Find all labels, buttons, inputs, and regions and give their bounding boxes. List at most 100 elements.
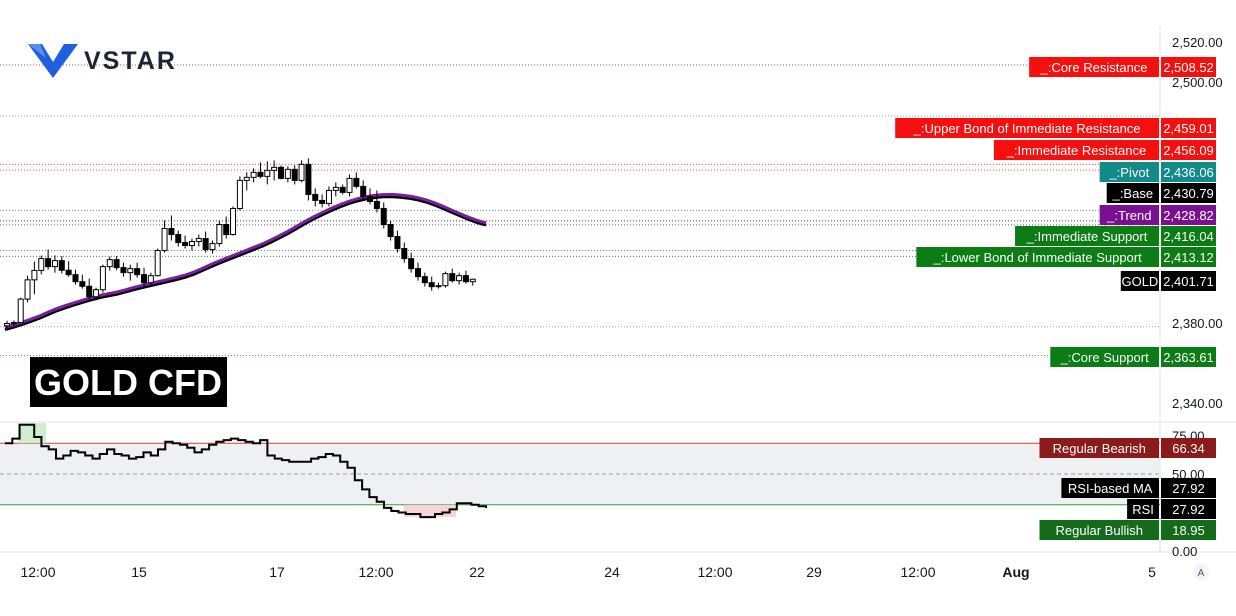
candle-body	[209, 243, 216, 251]
rsi-label: RSI	[1132, 502, 1154, 517]
candle-body	[17, 298, 24, 324]
rsi-label-box	[1061, 478, 1159, 498]
candle-body	[72, 274, 79, 283]
auto-scale-button[interactable]: A	[1193, 564, 1209, 580]
candle-body	[58, 260, 65, 271]
rsi-band	[0, 443, 1160, 505]
level-label-box	[1120, 271, 1159, 291]
logo-mark-cutout	[42, 44, 64, 62]
candle-body	[387, 224, 394, 238]
price-tick-label: 2,520.00	[1172, 35, 1223, 50]
logo-mark-left	[28, 44, 46, 58]
candle-body	[45, 258, 52, 268]
candle-body	[24, 279, 31, 300]
time-tick-label: 12:00	[900, 564, 935, 580]
time-tick-label: 22	[469, 564, 485, 580]
candle-body	[353, 177, 360, 187]
candle-body	[449, 273, 456, 282]
candle-body	[31, 269, 38, 281]
candle-body	[332, 186, 339, 191]
moving-averages	[4, 192, 487, 332]
candle-body	[120, 267, 127, 274]
time-tick-label: 12:00	[20, 564, 55, 580]
rsi-label-box	[1039, 520, 1159, 540]
candles	[4, 158, 476, 329]
candle-body	[346, 177, 353, 193]
level-label: _:Core Support	[1060, 350, 1150, 365]
candle-body	[469, 278, 476, 283]
candle-body	[161, 228, 168, 252]
candle-body	[271, 166, 278, 171]
rsi-value: 27.92	[1172, 481, 1205, 496]
time-tick-label: 12:00	[697, 564, 732, 580]
ma-line-black	[4, 195, 487, 332]
candle-body	[442, 273, 449, 287]
rsi-value: 66.34	[1172, 441, 1205, 456]
rsi-oversold-fill	[404, 504, 456, 518]
candle-body	[127, 268, 134, 274]
candle-body	[195, 238, 202, 243]
candle-body	[435, 285, 442, 288]
candle-body	[175, 234, 182, 244]
candle-body	[243, 176, 250, 181]
level-value-box	[1161, 162, 1216, 182]
candle-body	[147, 275, 154, 284]
candle-body	[394, 236, 401, 250]
level-value: 2,430.79	[1163, 186, 1214, 201]
candle-body	[236, 179, 243, 209]
candle-body	[223, 224, 230, 236]
rsi-label: Regular Bearish	[1053, 441, 1146, 456]
candle-body	[373, 200, 380, 209]
candle-body	[65, 269, 72, 276]
level-value: 2,416.04	[1163, 229, 1214, 244]
candle-body	[462, 275, 469, 283]
symbol-badge-label: GOLD CFD	[34, 362, 222, 403]
candle-body	[428, 282, 435, 288]
price-axis: 2,520.00 2,500.00 2,380.00 2,340.00	[1172, 35, 1223, 411]
rsi-badges: 66.34 Regular Bearish 27.92 RSI-based MA 27.…	[1039, 438, 1216, 540]
candle-body	[168, 228, 175, 236]
level-value-box	[1161, 347, 1216, 367]
level-value-box	[1161, 271, 1216, 291]
level-value-box	[1161, 140, 1216, 160]
candle-body	[278, 166, 284, 179]
rsi-line	[5, 423, 487, 519]
rsi-value: 18.95	[1172, 523, 1205, 538]
candle-body	[291, 168, 298, 181]
candle-body	[154, 250, 161, 277]
candle-body	[134, 268, 141, 276]
rsi-tick-label: 0.00	[1172, 544, 1197, 559]
price-tick-label: 2,340.00	[1172, 396, 1223, 411]
level-label-box	[916, 247, 1159, 267]
candle-body	[38, 258, 45, 271]
candle-body	[99, 266, 106, 291]
price-tick-label: 2,380.00	[1172, 316, 1223, 331]
auto-scale-icon[interactable]: A	[1198, 568, 1205, 579]
candle-body	[93, 289, 100, 298]
candle-body	[106, 259, 113, 268]
candle-body	[202, 238, 209, 251]
rsi-overbought-fill	[18, 423, 46, 444]
candle-body	[319, 199, 326, 204]
rsi-value-box	[1161, 478, 1216, 498]
level-value-box	[1161, 247, 1216, 267]
candle-body	[230, 207, 237, 236]
time-tick-label: 24	[604, 564, 620, 580]
candle-body	[86, 285, 93, 298]
time-tick-label: 29	[806, 564, 822, 580]
rsi-label-box	[1039, 438, 1159, 458]
candle-body	[79, 281, 86, 287]
level-value: 2,459.01	[1163, 121, 1214, 136]
logo-text: VSTAR	[84, 47, 177, 75]
rsi-label: Regular Bullish	[1056, 523, 1143, 538]
candle-body	[325, 189, 332, 204]
level-label-box	[895, 118, 1159, 138]
rsi-label-box	[1127, 499, 1159, 519]
candle-body	[339, 186, 346, 193]
rsi-label: RSI-based MA	[1068, 481, 1153, 496]
level-label: _:Core Resistance	[1040, 60, 1148, 75]
symbol-badge-bg	[30, 357, 227, 407]
level-label-box	[993, 140, 1159, 160]
